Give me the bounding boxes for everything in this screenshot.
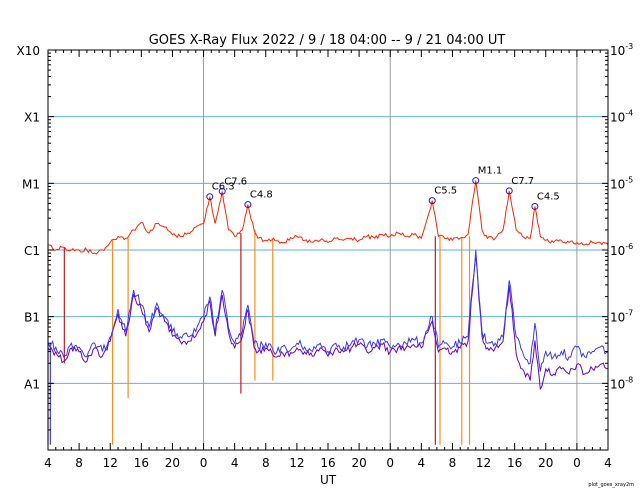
grid: [48, 50, 608, 450]
flare-label-3: C5.5: [434, 186, 457, 197]
y-axis-left-labels: X10 X1 M1 C1 B1 A1: [17, 44, 41, 391]
flare-label-4: M1.1: [478, 166, 503, 177]
y-left-label-3: C1: [24, 244, 40, 258]
flare-marker-5: [505, 187, 513, 195]
y-right-label-2: 10-5: [610, 175, 633, 191]
x-tick-label-3: 16: [134, 456, 149, 470]
x-axis-label: UT: [320, 473, 337, 487]
x-tick-label-13: 8: [449, 456, 457, 470]
x-tick-label-4: 20: [165, 456, 180, 470]
series-layer: [47, 180, 609, 445]
x-tick-label-17: 0: [573, 456, 581, 470]
y-axis-right-labels: 10-3 10-4 10-5 10-6 10-7 10-8: [610, 42, 633, 391]
flare-label-2: C4.8: [250, 190, 273, 201]
short-channel-line: [47, 249, 609, 372]
plot-credit: plot_goes_xray2m: [588, 482, 634, 488]
flare-markers: C6.3C7.6C4.8 C5.5 M1.1 C7.7C4.5: [206, 166, 560, 210]
x-tick-label-5: 0: [200, 456, 208, 470]
y-right-label-4: 10-7: [610, 309, 633, 325]
flare-marker-4: [472, 177, 480, 185]
y-left-label-1: X1: [24, 111, 40, 125]
y-left-label-2: M1: [22, 177, 40, 191]
y-left-label-5: A1: [24, 377, 40, 391]
x-tick-label-11: 0: [386, 456, 394, 470]
x-tick-label-1: 8: [75, 456, 83, 470]
flare-marker-0: [206, 193, 214, 201]
chart-title: GOES X-Ray Flux 2022 / 9 / 18 04:00 -- 9…: [149, 33, 506, 48]
flare-label-0: C6.3: [212, 182, 235, 193]
x-tick-label-7: 8: [262, 456, 270, 470]
x-tick-label-2: 12: [103, 456, 118, 470]
y-left-label-0: X10: [17, 44, 41, 58]
x-tick-label-6: 4: [231, 456, 239, 470]
x-tick-label-18: 4: [604, 456, 612, 470]
axis-ticks: [47, 50, 609, 451]
flare-label-1: C7.6: [224, 176, 247, 187]
x-tick-label-14: 12: [476, 456, 491, 470]
y-right-label-0: 10-3: [610, 42, 633, 58]
x-tick-label-16: 20: [538, 456, 553, 470]
flare-marker-6: [531, 202, 539, 210]
y-right-label-1: 10-4: [610, 109, 633, 125]
short-channel-secondary-line: [47, 254, 609, 391]
flare-marker-3: [428, 197, 436, 205]
x-tick-label-15: 16: [507, 456, 522, 470]
flare-label-5: C7.7: [511, 176, 534, 187]
flare-marker-1: [218, 187, 226, 195]
flare-label-6: C4.5: [537, 191, 560, 202]
y-right-label-3: 10-6: [610, 242, 633, 258]
y-right-label-5: 10-8: [610, 375, 633, 391]
x-axis-tick-labels: 4 8 12 16 20 0 4 8 12 16 20 0 4 8 12 16 20 0 4: [44, 456, 612, 470]
x-tick-label-12: 4: [418, 456, 426, 470]
x-tick-label-8: 12: [289, 456, 304, 470]
flare-marker-2: [244, 201, 252, 209]
y-left-label-4: B1: [24, 311, 40, 325]
x-tick-label-10: 20: [351, 456, 366, 470]
long-channel-line: [47, 180, 609, 255]
x-tick-label-0: 4: [44, 456, 52, 470]
x-tick-label-9: 16: [320, 456, 335, 470]
